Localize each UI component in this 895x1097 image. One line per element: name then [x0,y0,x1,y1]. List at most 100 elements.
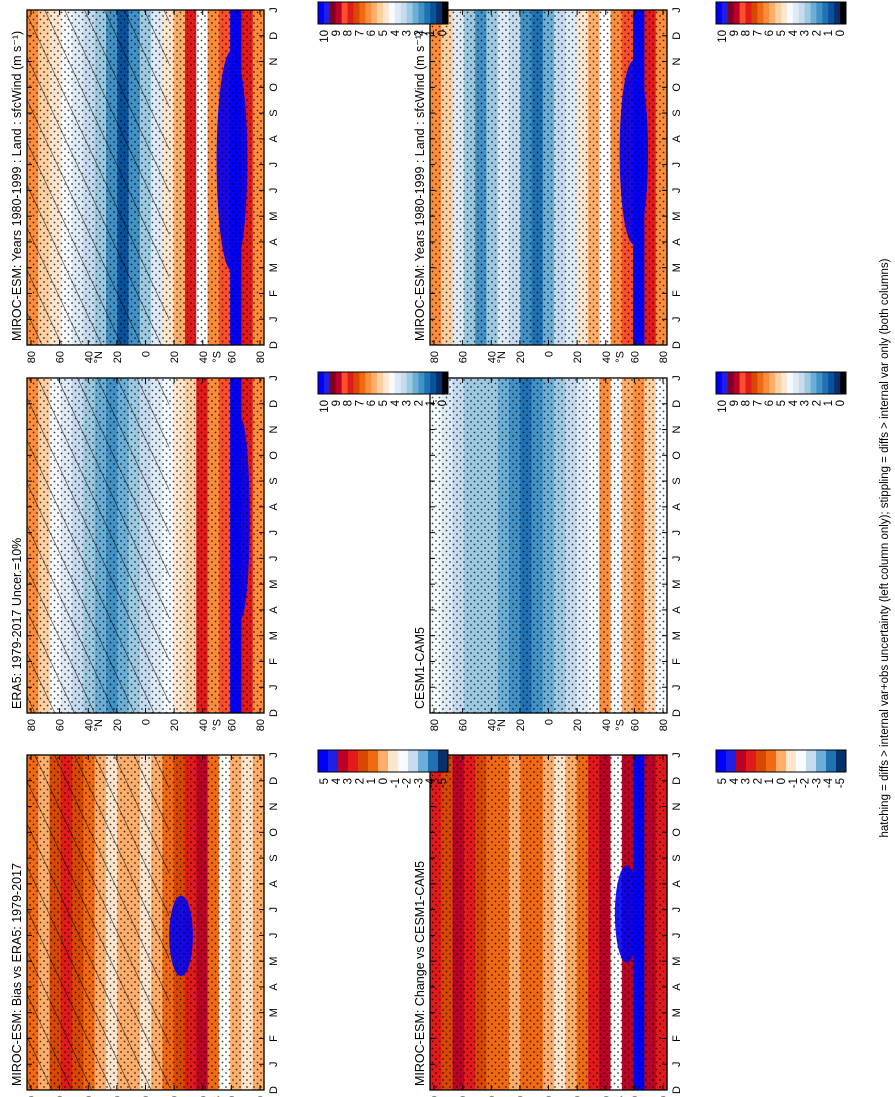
month-label: A [268,983,280,991]
colorbar-label: 1 [823,30,835,36]
panel-title: CESM1-CAM5 [413,627,427,709]
lat-tick-label: 80 [255,351,267,363]
month-label: J [268,933,280,939]
month-label: M [268,263,280,272]
colorbar-swatch [751,2,758,24]
month-label: N [671,426,683,434]
colorbar-label: 7 [354,30,366,36]
colorbar-swatch [359,2,366,24]
lat-tick-label: 40 [83,719,95,731]
cb-left-bot: 5 4 3 2 1 0 -1 -2 -3 -4 -5 [317,749,449,788]
colorbar-swatch [727,372,735,394]
colorbar-label: 4 [390,399,402,406]
colorbar-label: 9 [331,400,343,406]
colorbar-label: 5 [378,30,390,36]
colorbar-label: -3 [811,778,823,788]
colorbar-swatch [781,372,788,394]
colorbar-swatch [806,750,817,772]
colorbar-swatch [727,2,735,24]
lat-tick-label: 80 [658,351,670,363]
month-label: O [671,83,683,92]
hatching-overlay [27,378,170,713]
colorbar-label: 5 [378,400,390,406]
month-label: N [268,426,280,434]
panel-model-left: D J F M A M J J A S O N D J 80 60 40 20 0 20 40 60 80 °N °S MIROC… [10,7,280,363]
month-label: A [268,238,280,246]
colorbar-swatch [408,750,419,772]
colorbar-swatch [816,2,823,24]
colorbar-label: 2 [354,778,366,784]
colorbar-label: 0 [776,778,788,784]
lat-tick-label: 0 [141,719,153,725]
colorbar-swatch [796,750,807,772]
month-label: F [268,290,280,297]
month-label: A [268,606,280,614]
colorbar-swatch [365,2,372,24]
colorbar-swatch [400,2,408,24]
panel-change: DJFMAMJJASONDJ80604020020406080°N°SMIROC… [413,752,683,1097]
colorbar-swatch [822,2,829,24]
lat-tick-label: 60 [629,351,641,363]
colorbar-swatch [798,372,806,394]
colorbar-frame [715,749,847,773]
month-label: J [268,1061,280,1067]
colorbar-label: -5 [437,778,449,788]
colorbar-label: 2 [811,400,823,406]
colorbar-swatch [318,2,325,24]
month-label: F [268,1035,280,1042]
month-label: O [268,451,280,460]
colorbar-label: 6 [764,30,776,36]
colorbar-swatch [828,372,835,394]
colorbar-swatch [745,372,752,394]
colorbar-swatch [406,2,413,24]
colorbar-frame [715,371,847,395]
colorbar-label: 5 [319,778,331,784]
colorbar-label: 3 [800,30,812,36]
month-label: D [671,400,683,408]
lat-tick-label: 40 [601,351,613,363]
colorbar-swatch [424,2,431,24]
lat-tick-label: 40 [486,719,498,731]
colorbar-swatch [828,2,835,24]
month-label: N [671,803,683,811]
colorbar-swatch [347,372,354,394]
panel-title: MIROC-ESM: Change vs CESM1-CAM5 [413,861,427,1086]
colorbar-swatch [377,372,384,394]
colorbar-label: 8 [741,30,753,36]
colorbar-label: 3 [343,778,355,784]
cb-right-bot: 5 4 3 2 1 0 -1 -2 -3 -4 -5 [715,749,847,788]
lat-tick-label: 60 [55,719,67,731]
colorbar-swatch [335,372,343,394]
month-label: S [268,854,280,861]
colorbar-swatch [721,372,729,394]
colorbar-label: 8 [343,30,355,36]
lat-tick-label: 60 [629,719,641,731]
lat-hemisphere-label: °N [93,719,105,731]
colorbar-label: 1 [823,400,835,406]
colorbar-swatch [341,372,348,394]
month-label: J [268,7,280,13]
month-label: J [268,556,280,562]
month-label: J [671,375,683,381]
month-label: J [268,684,280,690]
colorbar-swatch [328,750,339,772]
colorbar-swatch [378,750,389,772]
month-label: D [268,709,280,717]
colorbar-swatch [756,750,767,772]
month-label: S [671,477,683,484]
lat-tick-label: 80 [255,719,267,731]
colorbar-swatch [348,750,359,772]
colorbar-label: 9 [729,400,741,406]
colorbar-swatch [358,750,369,772]
month-label: J [268,907,280,913]
colorbar-label: 1 [764,778,776,784]
colorbar-swatch [383,372,390,394]
colorbar-label: 1 [366,778,378,784]
colorbar-swatch [766,750,777,772]
colorbar-swatch [430,372,437,394]
colorbar-label: -1 [390,778,402,788]
colorbar-swatch [721,2,729,24]
colorbar-label: 4 [788,399,800,406]
colorbar-label: 4 [729,777,741,784]
